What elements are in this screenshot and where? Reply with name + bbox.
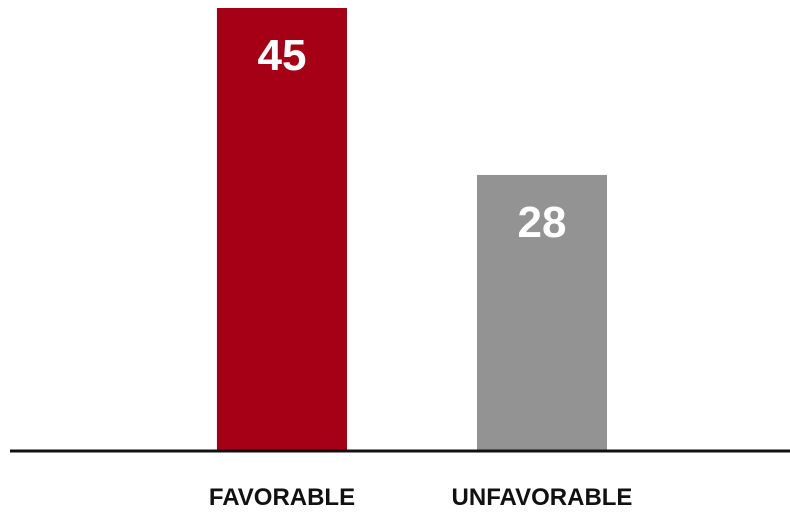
category-label-favorable: FAVORABLE [209,484,355,511]
labels-group: 45 FAVORABLE 28 UNFAVORABLE [209,31,633,511]
data-label-unfavorable: 28 [518,198,567,247]
data-label-favorable: 45 [258,31,307,80]
bars-group [217,8,607,450]
bar-favorable [217,8,347,450]
category-label-unfavorable: UNFAVORABLE [452,484,633,511]
bar-unfavorable [477,174,607,450]
